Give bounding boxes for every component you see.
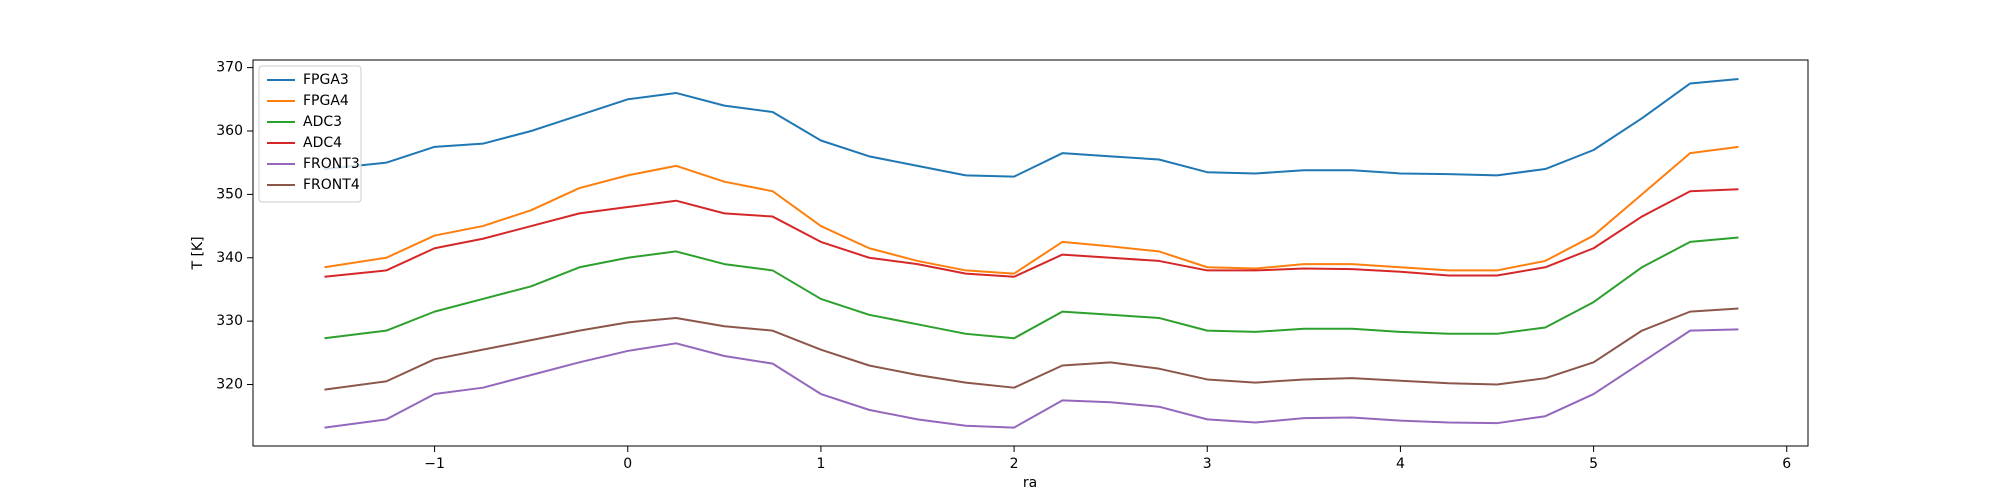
- plot-frame: [252, 59, 1809, 447]
- series-line: [324, 78, 1739, 178]
- x-tick-label: −1: [424, 456, 445, 472]
- x-tick-label: 0: [623, 456, 632, 472]
- legend-label: FPGA4: [303, 93, 349, 109]
- y-tick-label: 370: [216, 60, 243, 76]
- x-tick-label: 2: [1010, 456, 1019, 472]
- x-tick-label: 3: [1203, 456, 1212, 472]
- y-tick-label: 330: [216, 313, 243, 329]
- y-axis-label: T [K]: [190, 236, 206, 270]
- x-tick-label: 1: [816, 456, 825, 472]
- legend-label: FRONT3: [303, 156, 360, 172]
- series-line: [324, 328, 1739, 429]
- y-tick-label: 340: [216, 250, 243, 266]
- y-tick-label: 320: [216, 377, 243, 393]
- y-tick-label: 350: [216, 186, 243, 202]
- series-line: [324, 307, 1739, 391]
- series-line: [324, 188, 1739, 278]
- x-tick-label: 6: [1782, 456, 1791, 472]
- series-line: [324, 145, 1739, 275]
- x-axis-label: ra: [1023, 475, 1037, 491]
- legend-label: FPGA3: [303, 72, 349, 88]
- legend-label: FRONT4: [303, 177, 360, 193]
- series-line: [324, 236, 1739, 340]
- x-tick-label: 4: [1396, 456, 1405, 472]
- x-tick-label: 5: [1589, 456, 1598, 472]
- y-tick-label: 360: [216, 123, 243, 139]
- legend-label: ADC4: [303, 135, 342, 151]
- legend-label: ADC3: [303, 114, 342, 130]
